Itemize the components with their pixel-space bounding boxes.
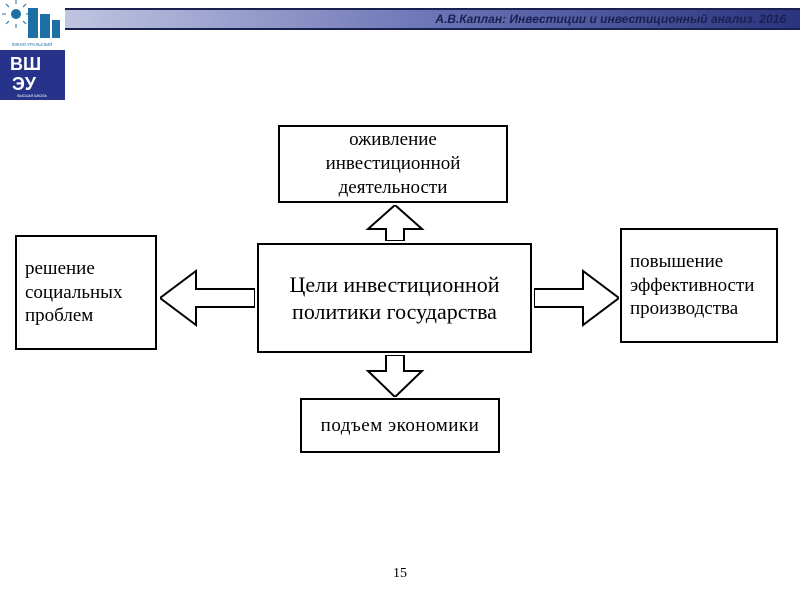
diagram-bottom-box: подъем экономики — [300, 398, 500, 453]
logo-top-text: ЮЖНО-УРАЛЬСКИЙ — [12, 42, 53, 47]
diagram-left-box: решение социальных проблем — [15, 235, 157, 350]
page-number: 15 — [393, 566, 407, 582]
logo-abbr-top: ВШ — [10, 54, 41, 74]
diagram-top-label: оживление инвестиционной деятельности — [288, 128, 498, 199]
logo-sub-text: ВЫСШАЯ ШКОЛА — [17, 94, 47, 98]
logo-abbr-bottom: ЭУ — [12, 74, 37, 94]
diagram-center-box: Цели инвестиционной политики государства — [257, 243, 532, 353]
diagram-left-label: решение социальных проблем — [25, 257, 147, 328]
arrow-right-icon — [534, 263, 619, 333]
header-title: А.В.Каплан: Инвестиции и инвестиционный … — [435, 12, 786, 26]
diagram-right-label: повышение эффективности производства — [630, 250, 768, 321]
diagram-right-box: повышение эффективности производства — [620, 228, 778, 343]
diagram-top-box: оживление инвестиционной деятельности — [278, 125, 508, 203]
arrow-left-icon — [160, 263, 255, 333]
diagram-bottom-label: подъем экономики — [321, 414, 480, 438]
diagram-center-label: Цели инвестиционной политики государства — [267, 271, 522, 326]
arrow-up-icon — [360, 205, 430, 241]
header-bar: А.В.Каплан: Инвестиции и инвестиционный … — [0, 8, 800, 30]
page: А.В.Каплан: Инвестиции и инвестиционный … — [0, 0, 800, 600]
arrow-down-icon — [360, 355, 430, 397]
institution-logo: ЮЖНО-УРАЛЬСКИЙ ВШ ЭУ ВЫСШАЯ ШКОЛА — [0, 0, 65, 100]
